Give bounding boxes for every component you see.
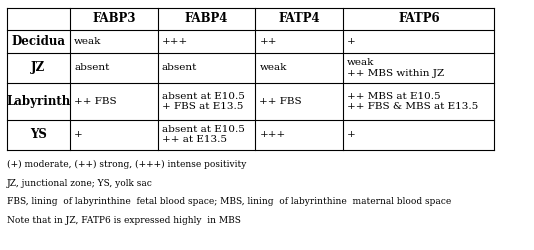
Text: absent at E10.5
+ FBS at E13.5: absent at E10.5 + FBS at E13.5 xyxy=(162,92,245,111)
Text: ++: ++ xyxy=(260,37,277,46)
Text: YS: YS xyxy=(30,128,47,141)
Text: ++ FBS: ++ FBS xyxy=(260,97,302,106)
Text: (+) moderate, (++) strong, (+++) intense positivity: (+) moderate, (++) strong, (+++) intense… xyxy=(6,160,246,169)
Text: ++ FBS: ++ FBS xyxy=(74,97,116,106)
Text: ++ MBS at E10.5
++ FBS & MBS at E13.5: ++ MBS at E10.5 ++ FBS & MBS at E13.5 xyxy=(347,92,478,111)
Text: weak
++ MBS within JZ: weak ++ MBS within JZ xyxy=(347,58,444,78)
Text: Decidua: Decidua xyxy=(11,35,65,48)
Text: FABP4: FABP4 xyxy=(185,12,229,25)
Text: Labyrinth: Labyrinth xyxy=(6,95,70,108)
Text: FBS, lining  of labyrinthine  fetal blood space; MBS, lining  of labyrinthine  m: FBS, lining of labyrinthine fetal blood … xyxy=(6,198,451,206)
Text: JZ, junctional zone; YS, yolk sac: JZ, junctional zone; YS, yolk sac xyxy=(6,179,153,188)
Text: FATP4: FATP4 xyxy=(279,12,320,25)
Text: FATP6: FATP6 xyxy=(398,12,439,25)
Text: JZ: JZ xyxy=(32,62,45,74)
Text: absent at E10.5
++ at E13.5: absent at E10.5 ++ at E13.5 xyxy=(162,125,245,144)
Text: +: + xyxy=(74,130,83,139)
Text: FABP3: FABP3 xyxy=(92,12,136,25)
Text: +: + xyxy=(347,37,356,46)
Text: Note that in JZ, FATP6 is expressed highly  in MBS: Note that in JZ, FATP6 is expressed high… xyxy=(6,216,240,225)
Text: absent: absent xyxy=(162,64,197,72)
Text: +++: +++ xyxy=(260,130,286,139)
Text: absent: absent xyxy=(74,64,109,72)
Text: weak: weak xyxy=(260,64,287,72)
Text: +: + xyxy=(347,130,356,139)
Text: +++: +++ xyxy=(162,37,188,46)
Text: weak: weak xyxy=(74,37,101,46)
